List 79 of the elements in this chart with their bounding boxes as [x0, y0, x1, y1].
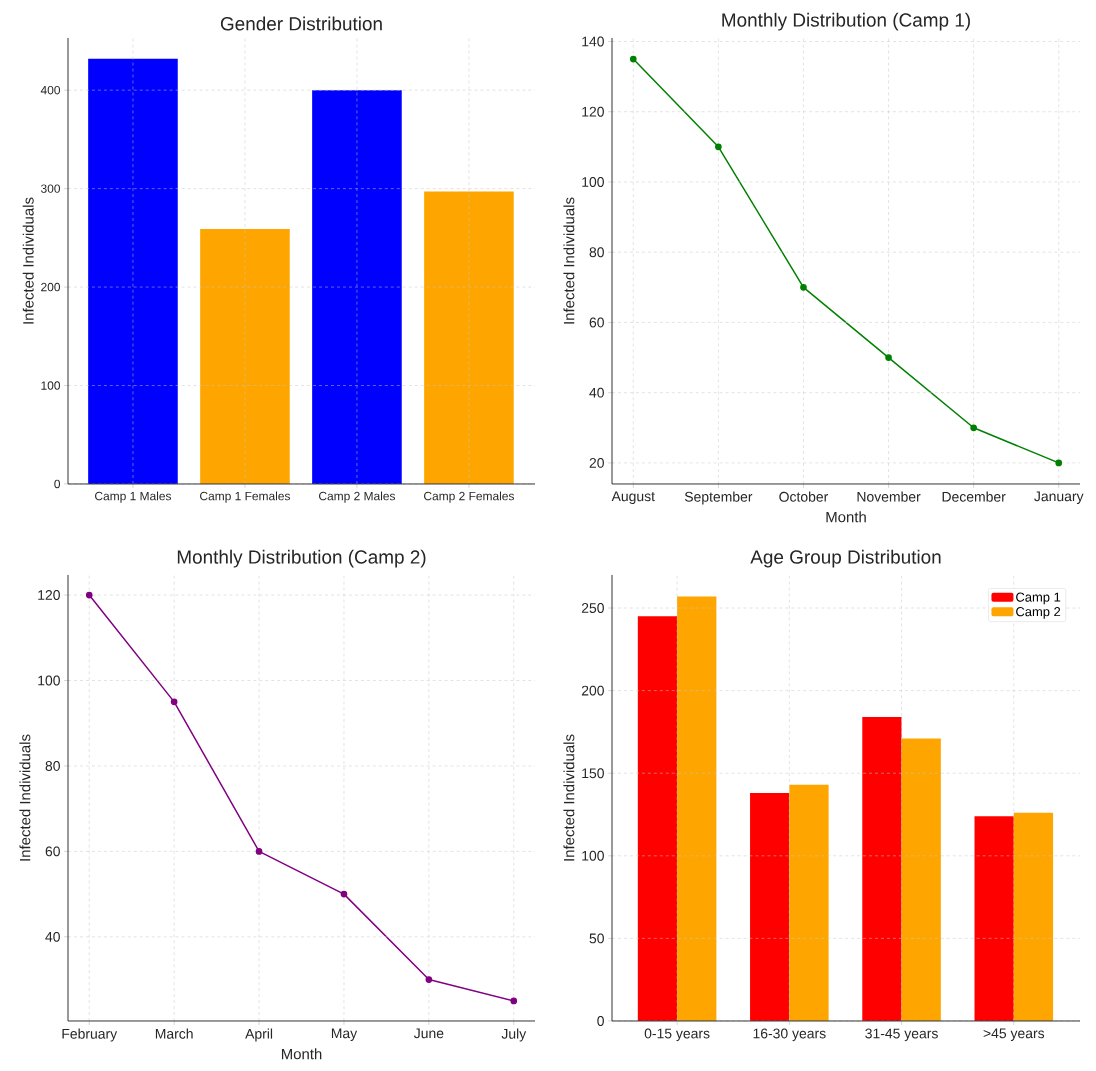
x-tick-label: August	[611, 491, 655, 504]
y-tick-label: 200	[581, 685, 604, 696]
bar	[789, 784, 829, 1021]
y-tick-label: 80	[589, 247, 604, 258]
y-tick-label: 40	[45, 931, 60, 942]
point	[1055, 459, 1063, 467]
point	[629, 55, 637, 63]
y-tick-label: 120	[582, 106, 604, 117]
x-tick-label: 31-45 years	[865, 1028, 938, 1042]
chart-title: Gender Distribution	[220, 16, 382, 31]
y-tick-label: 0	[597, 1016, 604, 1026]
x-tick-label: May	[331, 1028, 358, 1041]
y-tick-label: 300	[40, 184, 61, 193]
y-tick-label: 40	[589, 387, 604, 398]
point	[970, 424, 977, 432]
bar	[750, 793, 790, 1021]
chart-title: Age Group Distribution	[750, 549, 941, 568]
y-tick-label: 250	[581, 603, 604, 613]
bar	[901, 738, 941, 1021]
x-tick-label: Camp 2 Females	[424, 491, 514, 503]
point	[255, 848, 263, 855]
x-tick-label: July	[501, 1028, 527, 1042]
y-tick-label: 100	[582, 177, 604, 187]
bar	[312, 90, 402, 484]
x-tick-label: March	[155, 1028, 193, 1039]
point	[715, 143, 722, 151]
y-tick-label: 150	[582, 768, 604, 779]
y-tick-label: 0	[54, 479, 61, 489]
x-tick-label: 0-15 years	[644, 1028, 710, 1042]
y-tick-label: 100	[582, 850, 604, 861]
x-tick-label: 16-30 years	[753, 1028, 826, 1042]
point	[170, 698, 178, 706]
point	[85, 591, 93, 599]
x-tick-label: September	[684, 491, 753, 505]
legend-label: Camp 1	[1016, 592, 1061, 605]
chart-title: Monthly Distribution (Camp 1)	[722, 12, 970, 31]
x-tick-label: February	[62, 1028, 118, 1042]
x-tick-label: April	[245, 1028, 273, 1042]
y-tick-label: 400	[40, 85, 61, 95]
y-tick-label: 60	[589, 317, 604, 328]
bar	[424, 191, 514, 484]
x-tick-label: December	[942, 491, 1006, 502]
bar	[974, 816, 1014, 1021]
y-axis-title: Infected Individuals	[19, 734, 31, 861]
point	[425, 976, 433, 983]
y-tick-label: 60	[45, 846, 60, 857]
point	[340, 890, 348, 898]
y-tick-label: 100	[41, 381, 61, 390]
x-axis-title: Month	[281, 1048, 322, 1060]
y-axis-title: Infected Individuals	[22, 197, 34, 324]
point	[510, 997, 518, 1005]
y-axis-title: Infected Individuals	[563, 734, 575, 861]
y-tick-label: 50	[589, 933, 604, 944]
bar	[1013, 812, 1054, 1021]
y-tick-label: 80	[45, 761, 60, 771]
y-axis-title: Infected Individuals	[563, 197, 575, 324]
x-tick-label: Camp 1 Females	[200, 491, 291, 503]
y-tick-label: 120	[38, 590, 60, 600]
x-axis-title: Month	[826, 511, 866, 523]
y-tick-label: 140	[582, 36, 604, 47]
x-tick-label: >45 years	[983, 1028, 1045, 1041]
point	[885, 354, 892, 361]
point	[800, 283, 807, 291]
x-tick-label: June	[413, 1028, 444, 1039]
x-tick-label: November	[857, 491, 921, 502]
bar	[862, 717, 902, 1021]
y-tick-label: 200	[41, 282, 61, 292]
x-tick-label: Camp 1 Males	[95, 491, 172, 503]
bar	[88, 58, 178, 484]
chart-title: Monthly Distribution (Camp 2)	[177, 549, 426, 568]
bar	[677, 596, 717, 1021]
x-tick-label: Camp 2 Males	[319, 491, 396, 503]
bar	[637, 616, 678, 1021]
y-tick-label: 20	[589, 457, 604, 468]
x-tick-label: October	[779, 491, 829, 502]
y-tick-label: 100	[38, 675, 60, 686]
bar	[200, 228, 290, 484]
x-tick-label: January	[1034, 491, 1084, 504]
legend-label: Camp 2	[1016, 607, 1061, 619]
